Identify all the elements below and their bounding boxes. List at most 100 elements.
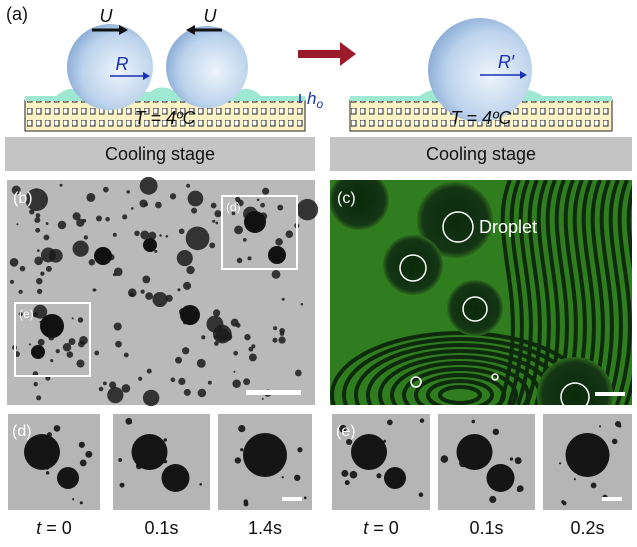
droplet xyxy=(86,193,95,202)
droplet xyxy=(46,471,50,475)
droplet xyxy=(129,421,132,424)
droplet xyxy=(240,448,243,451)
droplet xyxy=(244,502,249,507)
droplet xyxy=(113,233,117,237)
droplet xyxy=(186,226,210,250)
droplet xyxy=(562,501,566,505)
droplet xyxy=(140,289,144,293)
droplet xyxy=(147,369,152,374)
droplet xyxy=(134,231,139,236)
droplet xyxy=(114,322,122,330)
droplet xyxy=(262,398,264,400)
panel-label: (a) xyxy=(6,4,28,24)
stage-label: Cooling stage xyxy=(105,144,215,164)
annotation: Droplet xyxy=(479,217,537,237)
droplet xyxy=(124,353,129,358)
droplet xyxy=(122,214,127,219)
droplet xyxy=(10,258,19,267)
scale-bar xyxy=(246,390,301,395)
droplet xyxy=(154,250,157,253)
droplet xyxy=(159,234,162,237)
droplet xyxy=(420,418,425,423)
droplet xyxy=(131,207,134,210)
droplet xyxy=(72,498,74,500)
droplet xyxy=(171,377,176,382)
droplet xyxy=(67,351,74,358)
panel-label: (b) xyxy=(13,190,33,207)
droplet xyxy=(34,257,43,266)
droplet xyxy=(248,347,253,352)
droplet xyxy=(31,345,45,359)
droplet xyxy=(566,433,610,477)
droplet xyxy=(93,288,96,291)
droplet xyxy=(118,458,122,462)
droplet xyxy=(29,209,34,214)
droplet xyxy=(297,447,302,452)
droplet xyxy=(126,190,130,194)
droplet xyxy=(282,298,285,301)
droplet xyxy=(376,473,381,478)
droplet xyxy=(301,303,304,306)
time-label: 0.2s xyxy=(570,518,604,538)
droplet xyxy=(272,338,277,343)
droplet xyxy=(29,343,31,345)
droplet xyxy=(164,438,167,441)
droplet xyxy=(19,290,23,294)
droplet xyxy=(472,420,476,424)
droplet xyxy=(268,246,286,264)
droplet xyxy=(515,457,522,464)
film-thickness: ho xyxy=(307,89,323,111)
droplet xyxy=(105,217,109,221)
droplet xyxy=(419,492,424,497)
droplet xyxy=(143,238,157,252)
droplet xyxy=(224,333,232,341)
droplet xyxy=(58,221,66,229)
droplet xyxy=(10,280,14,284)
droplet xyxy=(599,425,601,427)
temperature: T = 4ºC xyxy=(450,108,512,128)
droplet xyxy=(34,382,38,386)
droplet xyxy=(40,272,44,276)
droplet xyxy=(238,425,245,432)
inset-label: (d) xyxy=(226,200,241,214)
droplet xyxy=(186,266,194,274)
droplet xyxy=(76,360,84,368)
droplet xyxy=(57,467,79,489)
droplet xyxy=(574,478,576,480)
droplet xyxy=(80,460,87,467)
droplet xyxy=(79,442,85,448)
droplet xyxy=(177,250,193,266)
droplet xyxy=(178,378,185,385)
droplet xyxy=(139,200,147,208)
droplet xyxy=(82,219,86,223)
droplet xyxy=(56,349,60,353)
droplet xyxy=(383,235,443,295)
droplet xyxy=(60,184,63,187)
droplet xyxy=(273,326,277,330)
droplet xyxy=(94,351,99,356)
droplet xyxy=(280,331,285,336)
droplet xyxy=(510,457,513,460)
droplet xyxy=(38,339,45,346)
droplet xyxy=(612,439,618,445)
droplet xyxy=(72,241,88,257)
droplet xyxy=(275,238,283,246)
droplet xyxy=(132,434,168,470)
droplet xyxy=(67,24,153,110)
droplet xyxy=(180,305,200,325)
droplet xyxy=(244,211,266,233)
droplet xyxy=(37,249,40,252)
scale-bar xyxy=(595,392,625,396)
scale-bar xyxy=(602,497,622,501)
droplet xyxy=(272,270,281,279)
droplet xyxy=(350,471,358,479)
droplet xyxy=(54,425,61,432)
droplet xyxy=(295,370,302,377)
panel-c: (c) Droplet xyxy=(329,170,637,457)
droplet xyxy=(138,377,142,381)
droplet xyxy=(591,483,597,489)
droplet xyxy=(294,475,300,481)
droplet xyxy=(103,381,107,385)
droplet xyxy=(50,254,52,256)
droplet xyxy=(50,359,53,362)
